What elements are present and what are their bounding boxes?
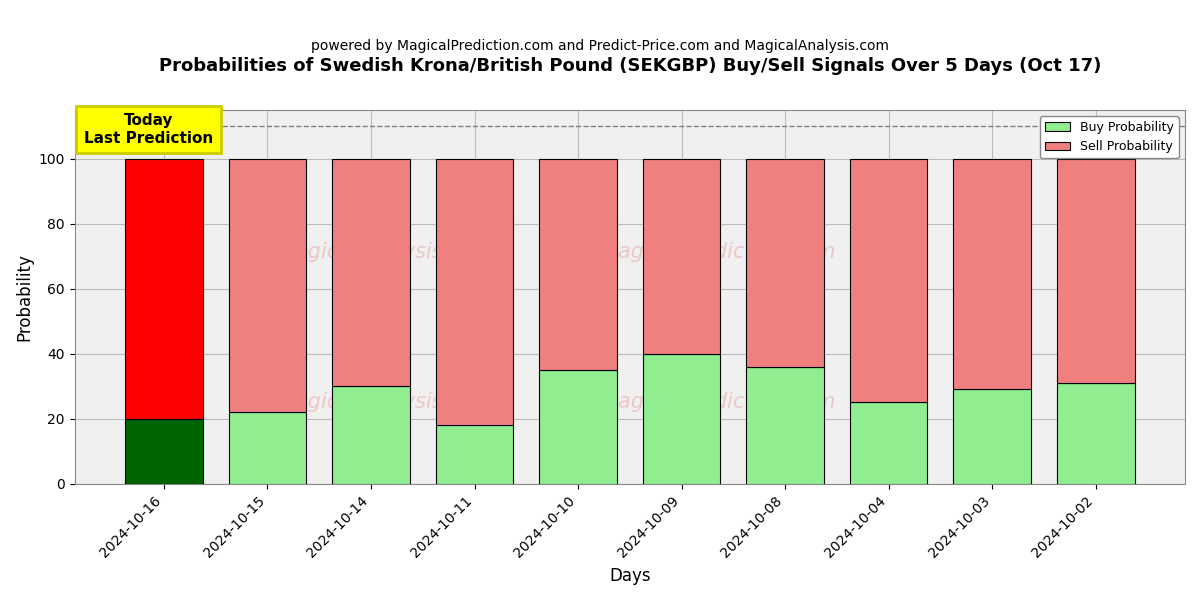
Bar bbox=[332, 158, 410, 386]
Bar bbox=[436, 425, 514, 484]
Bar bbox=[746, 367, 824, 484]
Bar bbox=[229, 412, 306, 484]
Text: powered by MagicalPrediction.com and Predict-Price.com and MagicalAnalysis.com: powered by MagicalPrediction.com and Pre… bbox=[311, 39, 889, 53]
Bar bbox=[746, 158, 824, 367]
Bar bbox=[1057, 383, 1134, 484]
Bar bbox=[953, 389, 1031, 484]
Text: MagicalPrediction.com: MagicalPrediction.com bbox=[601, 242, 836, 262]
Bar bbox=[539, 158, 617, 370]
Bar bbox=[1057, 158, 1134, 383]
Y-axis label: Probability: Probability bbox=[16, 253, 34, 341]
Text: MagicalAnalysis.com: MagicalAnalysis.com bbox=[277, 392, 494, 412]
Bar bbox=[125, 158, 203, 419]
Bar bbox=[229, 158, 306, 412]
Bar bbox=[953, 158, 1031, 389]
Text: MagicalAnalysis.com: MagicalAnalysis.com bbox=[277, 242, 494, 262]
Bar bbox=[643, 158, 720, 354]
Bar bbox=[850, 158, 928, 403]
Bar bbox=[125, 419, 203, 484]
Bar bbox=[850, 403, 928, 484]
Text: Today
Last Prediction: Today Last Prediction bbox=[84, 113, 214, 146]
X-axis label: Days: Days bbox=[610, 567, 650, 585]
Bar bbox=[436, 158, 514, 425]
Bar bbox=[332, 386, 410, 484]
Bar bbox=[643, 354, 720, 484]
Title: Probabilities of Swedish Krona/British Pound (SEKGBP) Buy/Sell Signals Over 5 Da: Probabilities of Swedish Krona/British P… bbox=[158, 57, 1102, 75]
Bar bbox=[539, 370, 617, 484]
Legend: Buy Probability, Sell Probability: Buy Probability, Sell Probability bbox=[1040, 116, 1178, 158]
Text: MagicalPrediction.com: MagicalPrediction.com bbox=[601, 392, 836, 412]
